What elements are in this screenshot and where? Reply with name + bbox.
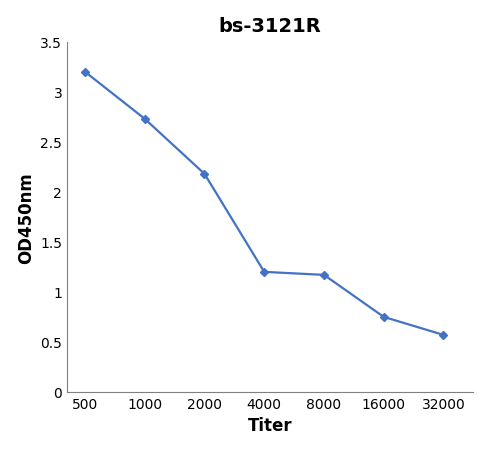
Title: bs-3121R: bs-3121R (219, 17, 321, 36)
Y-axis label: OD450nm: OD450nm (17, 171, 35, 263)
X-axis label: Titer: Titer (248, 416, 293, 434)
